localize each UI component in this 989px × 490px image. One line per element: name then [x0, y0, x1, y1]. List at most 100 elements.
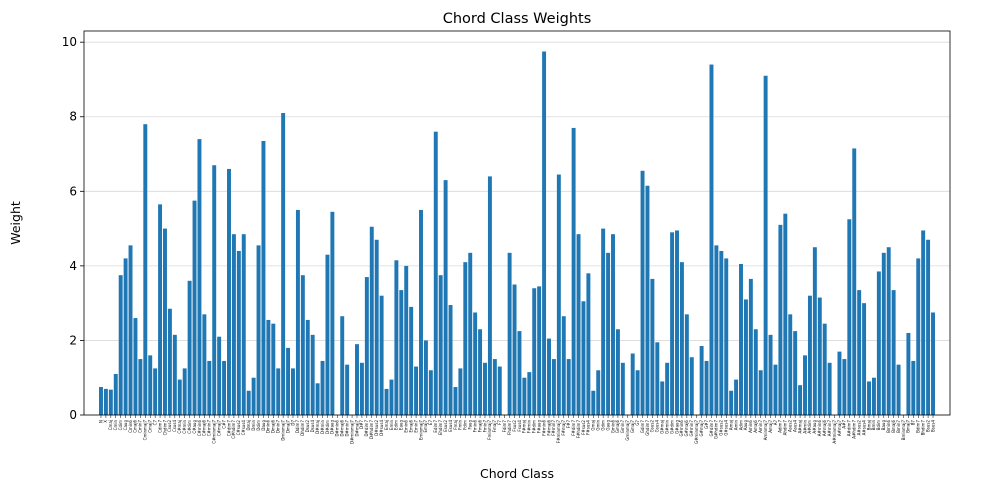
- bar: [187, 280, 192, 415]
- x-tick-label: Gminmaj7: [625, 420, 630, 441]
- x-tick-label: Ddim7: [295, 420, 300, 434]
- bar: [645, 185, 650, 415]
- x-tick-label: Dmaj: [246, 420, 251, 431]
- bar: [266, 319, 271, 415]
- x-tick-label: D#7: [359, 420, 364, 429]
- x-tick-label: D#minmaj7: [349, 420, 354, 444]
- bar: [379, 295, 384, 415]
- bar: [867, 381, 871, 415]
- bar: [428, 370, 433, 415]
- x-tick-label: A7: [773, 420, 778, 426]
- y-axis-label: Weight: [8, 201, 23, 245]
- x-tick-label: Dsus4: [310, 420, 315, 433]
- bar: [788, 314, 793, 415]
- bar: [640, 170, 645, 415]
- bar: [793, 331, 798, 415]
- y-tick-label: 2: [69, 333, 77, 347]
- bar: [911, 360, 916, 415]
- bar: [217, 336, 222, 415]
- bar: [684, 314, 689, 415]
- x-tick-label: G#maj7: [699, 420, 704, 437]
- x-tick-label: Edim7: [433, 420, 438, 433]
- x-tick-label: F#maj7: [561, 420, 566, 436]
- bar: [158, 204, 163, 415]
- x-tick-label: Fmaj: [453, 420, 458, 430]
- x-tick-label: D#maj: [315, 420, 320, 434]
- y-tick-label: 0: [69, 408, 77, 422]
- x-tick-label: Ghdim7: [645, 420, 650, 436]
- x-tick-label: F#dim7: [571, 420, 576, 436]
- bar: [778, 224, 783, 415]
- bar: [355, 344, 359, 415]
- x-tick-label: Esus4: [448, 420, 453, 432]
- bar: [827, 362, 832, 415]
- bar: [803, 355, 807, 415]
- x-tick-label: Bmin6: [886, 420, 891, 433]
- x-tick-label: A#minmaj7: [832, 420, 837, 444]
- x-tick-label: Csus2: [167, 420, 172, 432]
- bar: [286, 347, 291, 415]
- bar: [724, 258, 729, 415]
- x-tick-label: C#aug: [192, 420, 197, 434]
- bar: [497, 366, 502, 415]
- bar: [251, 377, 256, 415]
- x-tick-label: G#hdim7: [714, 420, 719, 440]
- bar: [689, 357, 694, 415]
- bar: [542, 51, 547, 416]
- x-tick-label: Dhdim7: [300, 420, 305, 436]
- x-tick-label: C#dim: [187, 420, 192, 434]
- bar: [768, 334, 773, 415]
- bar: [773, 364, 778, 415]
- x-tick-label: Cmin7: [138, 420, 143, 433]
- x-tick-label: Faug: [468, 420, 473, 430]
- bar: [369, 226, 374, 415]
- bar: [576, 234, 581, 415]
- bar: [138, 359, 143, 415]
- x-tick-label: Cdim7: [157, 420, 162, 433]
- bar: [281, 113, 286, 416]
- bar: [163, 228, 167, 415]
- x-tick-label: Emin6: [404, 420, 409, 433]
- x-tick-label: G#sus2: [719, 420, 724, 436]
- bar: [743, 299, 748, 415]
- y-tick-label: 6: [69, 184, 77, 198]
- bar: [679, 262, 684, 415]
- x-tick-label: G7: [635, 420, 640, 426]
- bar: [330, 211, 335, 415]
- x-tick-label: D#sus4: [379, 420, 384, 436]
- x-tick-label: Bdim7: [916, 420, 921, 433]
- bar: [404, 265, 409, 415]
- bar: [556, 174, 561, 415]
- x-tick-label: F#sus2: [581, 420, 586, 435]
- x-tick-label: Gmin7: [620, 420, 625, 434]
- bar: [842, 359, 847, 415]
- x-tick-label: C#minmaj7: [212, 420, 217, 444]
- x-tick-label: Cdim: [118, 420, 123, 430]
- y-tick-label: 10: [62, 35, 77, 49]
- x-tick-label: Emaj6: [408, 420, 413, 433]
- x-tick-label: C#7: [221, 420, 226, 429]
- x-tick-label: F#min7: [551, 420, 556, 436]
- bar: [758, 370, 763, 415]
- bar: [261, 140, 266, 415]
- x-tick-label: Dmin7: [276, 420, 281, 434]
- bar: [517, 331, 522, 415]
- bar: [103, 388, 108, 415]
- x-tick-label: C#sus4: [241, 420, 246, 436]
- x-tick-label: Cmaj6: [133, 420, 138, 433]
- x-tick-label: Dmin6: [266, 420, 271, 434]
- x-tick-label: Fmaj7: [492, 420, 497, 433]
- bar: [551, 359, 556, 415]
- bar: [739, 264, 743, 415]
- x-tick-label: A#maj7: [837, 420, 842, 437]
- bar: [231, 234, 236, 415]
- x-tick-label: Amin6: [748, 420, 753, 433]
- x-tick-label: D#maj6: [340, 420, 345, 437]
- bar: [453, 387, 458, 415]
- x-tick-label: Fmin6: [472, 420, 477, 433]
- x-tick-label: C#maj7: [216, 420, 221, 437]
- x-tick-label: G#7: [704, 420, 709, 429]
- bar: [315, 383, 320, 415]
- x-tick-label: C#min6: [197, 420, 202, 437]
